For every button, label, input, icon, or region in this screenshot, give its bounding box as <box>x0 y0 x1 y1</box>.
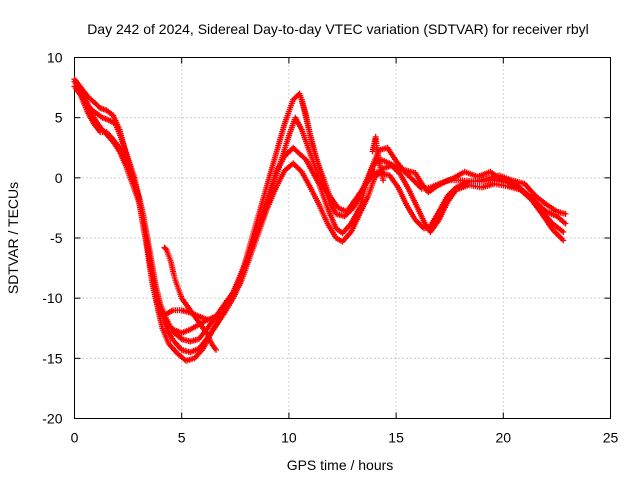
axis-ticks <box>74 57 611 419</box>
y-tick-label: 0 <box>55 170 63 186</box>
x-tick-label: 15 <box>388 430 404 446</box>
x-tick-label: 25 <box>603 430 619 446</box>
x-tick-label: 5 <box>178 430 186 446</box>
series-track-h <box>161 316 211 337</box>
chart-title: Day 242 of 2024, Sidereal Day-to-day VTE… <box>87 21 589 37</box>
y-tick-label: -20 <box>42 411 62 427</box>
y-tick-label: 10 <box>47 50 63 66</box>
series-track-f <box>298 96 335 205</box>
y-tick-label: 5 <box>55 110 63 126</box>
x-axis-label: GPS time / hours <box>287 457 394 473</box>
x-tick-label: 20 <box>496 430 512 446</box>
y-tick-label: -5 <box>50 230 63 246</box>
y-axis-label: SDTVAR / TECUs <box>5 182 21 294</box>
y-tick-label: -15 <box>42 350 62 366</box>
y-tick-labels: -20 -15 -10 -5 0 5 10 <box>42 50 62 427</box>
series-track-e <box>161 244 219 353</box>
marker-plus-trail <box>369 133 387 184</box>
y-tick-label: -10 <box>42 290 62 306</box>
marker-plus-trail <box>161 244 219 353</box>
marker-plus-trail <box>161 316 211 337</box>
series-track-g <box>369 133 387 184</box>
x-tick-label: 10 <box>281 430 297 446</box>
marker-plus-trail <box>298 96 335 205</box>
x-tick-labels: 0 5 10 15 20 25 <box>71 430 619 446</box>
data-markers <box>71 76 569 364</box>
x-tick-label: 0 <box>71 430 79 446</box>
